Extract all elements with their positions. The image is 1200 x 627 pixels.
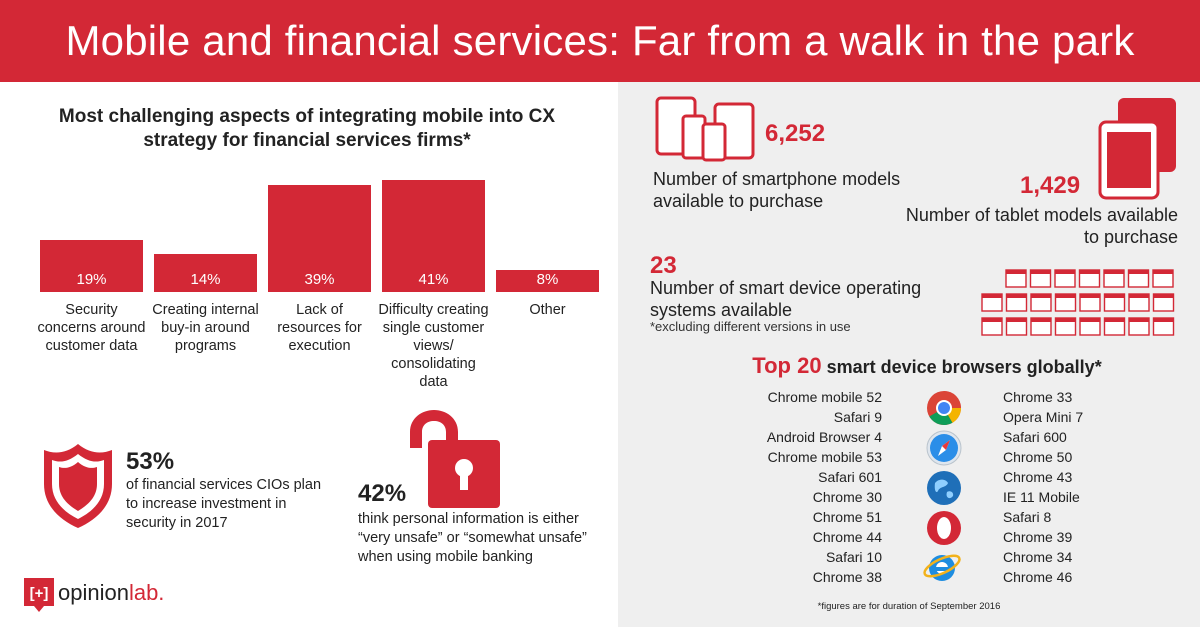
os-window-icon [1030, 317, 1052, 336]
footnote: *figures are for duration of September 2… [817, 601, 1001, 612]
os-window-icon [981, 293, 1003, 312]
browser-list-item: Chrome mobile 53 [767, 449, 882, 465]
os-window-icon [1005, 317, 1028, 336]
bar-value-label: 14% [190, 271, 221, 288]
bar-category-label: Security concerns around customer data [37, 302, 146, 354]
browser-list-item: IE 11 Mobile [1003, 489, 1080, 505]
os-window-icon [1054, 317, 1077, 336]
bar-value-label: 41% [418, 271, 449, 288]
browser-list-item: Chrome 33 [1003, 389, 1073, 405]
unlock-icon [410, 410, 500, 508]
bar-category-label: Creating internal buy-in around programs [152, 302, 259, 354]
browser-list-item: Safari 10 [825, 549, 882, 565]
browser-list-item: Chrome mobile 52 [767, 389, 882, 405]
os-window-icon [1079, 293, 1101, 312]
os-window-icon [1128, 293, 1150, 312]
os-text: Number of smart device operating systems… [650, 278, 922, 320]
browser-list-item: Chrome 46 [1003, 569, 1073, 585]
shield-icon [44, 444, 112, 528]
tablet-icons [1098, 98, 1176, 200]
browser-title-rest: smart device browsers globally* [826, 357, 1102, 377]
smartphone-count: 6,252 [765, 120, 826, 147]
unsafe-stat-text: think personal information is either “ve… [358, 511, 587, 565]
logo-text-lab: lab. [128, 580, 165, 605]
os-window-grid [981, 269, 1175, 336]
browser-list-left: Chrome mobile 52 Safari 9 Android Browser … [660, 387, 882, 587]
os-window-icon [1078, 269, 1101, 288]
chrome-icon [927, 391, 961, 425]
security-stat-value: 53% [126, 448, 175, 475]
os-window-icon [1152, 293, 1175, 312]
browser-list-right: Chrome 33 Opera Mini 7 Safari 600 Chrome 50… [1003, 387, 1173, 587]
bar-value-label: 39% [304, 271, 335, 288]
browser-list-item: Chrome 44 [812, 529, 882, 545]
os-window-icon [1152, 269, 1174, 288]
os-window-icon [1054, 293, 1077, 312]
browser-list-item: Safari 601 [818, 469, 882, 485]
bar-value-label: 8% [536, 271, 559, 288]
browser-list-item: Chrome 30 [812, 489, 882, 505]
browser-list-item: Chrome 39 [1003, 529, 1073, 545]
logo-text: opinionlab. [58, 580, 164, 606]
browser-title: Top 20 smart device browsers globally* [618, 353, 1200, 379]
page-title: Mobile and financial services: Far from … [65, 17, 1135, 64]
bar-category-label: Lack of resources for execution [277, 302, 362, 354]
bar [496, 270, 599, 292]
opera-icon [927, 511, 961, 545]
browser-title-big: Top 20 [752, 353, 822, 378]
browser-list-item: Android Browser 4 [766, 429, 882, 445]
os-window-icon [1103, 269, 1125, 288]
unsafe-stat-value: 42% [358, 480, 407, 507]
os-window-icon [981, 317, 1003, 336]
os-count: 23 [650, 252, 677, 279]
bar-value-label: 19% [76, 271, 107, 288]
os-window-icon [1029, 269, 1052, 288]
browser-list-item: Safari 9 [833, 409, 882, 425]
bar [40, 240, 143, 292]
browser-list-item: Chrome 51 [812, 509, 882, 525]
ie-icon [923, 554, 961, 581]
browser-list-item: Chrome 34 [1003, 549, 1073, 565]
os-window-icon [1103, 293, 1126, 312]
browser-list-item: Chrome 43 [1003, 469, 1073, 485]
os-window-icon [1152, 317, 1175, 336]
chart-title: Most challenging aspects of integrating … [58, 106, 556, 151]
bar-category-label: Difficulty creating single customer view… [378, 302, 489, 390]
os-window-icon [1103, 317, 1126, 336]
header: Mobile and financial services: Far from … [0, 0, 1200, 82]
os-window-icon [1079, 317, 1101, 336]
tablet-count: 1,429 [1020, 172, 1081, 199]
smartphone-text: Number of smartphone models available to… [653, 169, 901, 211]
browser-list-item: Chrome 38 [812, 569, 882, 585]
os-window-icon [1030, 293, 1052, 312]
os-window-icon [1005, 293, 1028, 312]
os-window-icon [1054, 269, 1076, 288]
os-note: *excluding different versions in use [650, 319, 851, 334]
tablet-text: Number of tablet models available to pur… [905, 205, 1178, 247]
bar [268, 185, 371, 292]
bar [382, 180, 485, 292]
browser-list-item: Safari 600 [1003, 429, 1067, 445]
security-stat-text: of financial services CIOs plan to incre… [126, 477, 322, 531]
browser-list-item: Chrome 50 [1003, 449, 1073, 465]
browser-list-item: Opera Mini 7 [1003, 409, 1084, 425]
os-window-icon [1005, 269, 1027, 288]
logo-text-opinion: opinion [58, 580, 129, 605]
browser-list-item: Safari 8 [1003, 509, 1052, 525]
smartphone-icons [655, 96, 755, 162]
opinionlab-logo: [+] [24, 578, 54, 612]
safari-icon [926, 430, 962, 466]
bar [154, 253, 257, 292]
os-window-icon [1127, 269, 1150, 288]
android-browser-icon [927, 471, 961, 505]
logo-bracket: [+] [30, 585, 49, 602]
os-window-icon [1128, 317, 1150, 336]
bar-category-label: Other [529, 302, 566, 318]
